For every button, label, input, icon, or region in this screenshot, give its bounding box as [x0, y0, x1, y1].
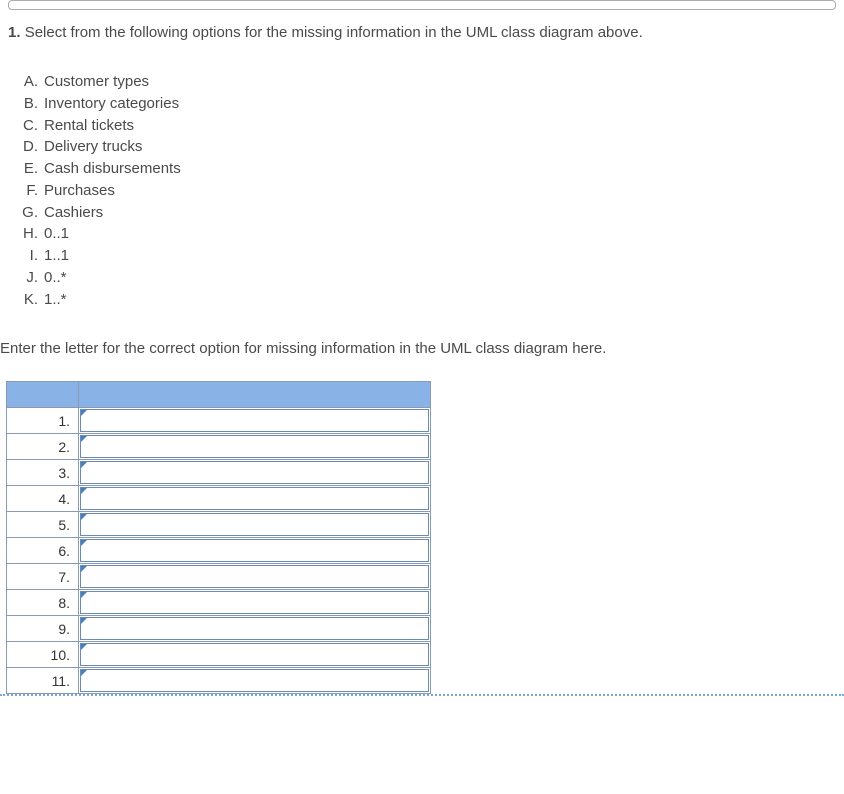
option-text: 1..*: [44, 289, 67, 311]
option-letter: A.: [16, 71, 38, 93]
option-text: Inventory categories: [44, 93, 179, 115]
answer-cell[interactable]: [79, 590, 431, 616]
table-row: 10.: [7, 642, 431, 668]
answer-input[interactable]: [80, 513, 429, 536]
table-row: 1.: [7, 408, 431, 434]
table-row: 7.: [7, 564, 431, 590]
row-number: 2.: [7, 434, 79, 460]
row-number: 6.: [7, 538, 79, 564]
option-text: Delivery trucks: [44, 136, 142, 158]
option-j: J. 0..*: [16, 267, 844, 289]
row-number: 9.: [7, 616, 79, 642]
option-text: 1..1: [44, 245, 69, 267]
answer-table: 1. 2. 3. 4. 5. 6. 7. 8. 9. 10. 11.: [6, 381, 431, 694]
answer-cell[interactable]: [79, 486, 431, 512]
option-text: Cashiers: [44, 202, 103, 224]
row-number: 1.: [7, 408, 79, 434]
answer-input[interactable]: [80, 669, 429, 692]
row-number: 3.: [7, 460, 79, 486]
option-letter: E.: [16, 158, 38, 180]
answer-cell[interactable]: [79, 512, 431, 538]
answer-input[interactable]: [80, 435, 429, 458]
table-header-input: [79, 382, 431, 408]
table-row: 11.: [7, 668, 431, 694]
options-list: A.Customer types B.Inventory categories …: [16, 71, 844, 310]
option-h: H. 0..1: [16, 223, 844, 245]
row-number: 11.: [7, 668, 79, 694]
answer-cell[interactable]: [79, 434, 431, 460]
table-row: 4.: [7, 486, 431, 512]
option-b: B. Inventory categories: [16, 93, 844, 115]
table-row: 3.: [7, 460, 431, 486]
option-letter: J.: [16, 267, 38, 289]
answer-cell[interactable]: [79, 668, 431, 694]
option-text: Cash disbursements: [44, 158, 181, 180]
table-row: 8.: [7, 590, 431, 616]
option-letter: C.: [16, 115, 38, 137]
question-body: Select from the following options for th…: [25, 24, 643, 41]
row-number: 4.: [7, 486, 79, 512]
answer-input[interactable]: [80, 461, 429, 484]
question-number: 1.: [8, 24, 21, 41]
option-letter: G.: [16, 202, 38, 224]
answer-cell[interactable]: [79, 616, 431, 642]
answer-input[interactable]: [80, 487, 429, 510]
option-text: 0..*: [44, 267, 67, 289]
option-text: Customer types: [44, 71, 149, 93]
option-letter: I.: [16, 245, 38, 267]
table-header-row: [7, 382, 431, 408]
option-c: C. Rental tickets: [16, 115, 844, 137]
bottom-dotted-divider: [0, 694, 844, 696]
answer-input[interactable]: [80, 591, 429, 614]
table-header-num: [7, 382, 79, 408]
answer-cell[interactable]: [79, 564, 431, 590]
option-d: D. Delivery trucks: [16, 136, 844, 158]
row-number: 8.: [7, 590, 79, 616]
row-number: 7.: [7, 564, 79, 590]
row-number: 10.: [7, 642, 79, 668]
option-a: A. Customer types: [16, 71, 844, 93]
instruction-text: Enter the letter for the correct option …: [0, 338, 836, 359]
diagram-placeholder-box: [8, 0, 836, 10]
table-row: 6.: [7, 538, 431, 564]
option-k: K. 1..*: [16, 289, 844, 311]
table-row: 2.: [7, 434, 431, 460]
row-number: 5.: [7, 512, 79, 538]
option-letter: B.: [16, 93, 38, 115]
table-row: 5.: [7, 512, 431, 538]
answer-cell[interactable]: [79, 408, 431, 434]
answer-cell[interactable]: [79, 538, 431, 564]
option-text: Rental tickets: [44, 115, 134, 137]
option-letter: F.: [16, 180, 38, 202]
answer-input[interactable]: [80, 409, 429, 432]
option-text: 0..1: [44, 223, 69, 245]
option-letter: D.: [16, 136, 38, 158]
option-g: G. Cashiers: [16, 202, 844, 224]
table-row: 9.: [7, 616, 431, 642]
option-f: F. Purchases: [16, 180, 844, 202]
answer-input[interactable]: [80, 643, 429, 666]
option-letter: H.: [16, 223, 38, 245]
answer-cell[interactable]: [79, 460, 431, 486]
option-i: I. 1..1: [16, 245, 844, 267]
option-text: Purchases: [44, 180, 115, 202]
answer-input[interactable]: [80, 617, 429, 640]
answer-input[interactable]: [80, 565, 429, 588]
answer-cell[interactable]: [79, 642, 431, 668]
question-text: 1. Select from the following options for…: [8, 22, 836, 43]
option-e: E. Cash disbursements: [16, 158, 844, 180]
option-letter: K.: [16, 289, 38, 311]
answer-input[interactable]: [80, 539, 429, 562]
